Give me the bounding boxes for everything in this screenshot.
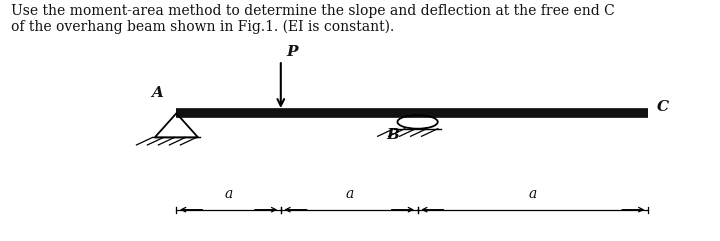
Text: B: B: [387, 128, 400, 142]
Text: A: A: [152, 86, 163, 100]
Text: Use the moment-area method to determine the slope and deflection at the free end: Use the moment-area method to determine …: [11, 4, 615, 34]
Text: a: a: [345, 187, 354, 201]
Text: a: a: [225, 187, 233, 201]
Text: a: a: [528, 187, 537, 201]
Text: P: P: [287, 45, 298, 59]
Text: C: C: [657, 100, 669, 114]
